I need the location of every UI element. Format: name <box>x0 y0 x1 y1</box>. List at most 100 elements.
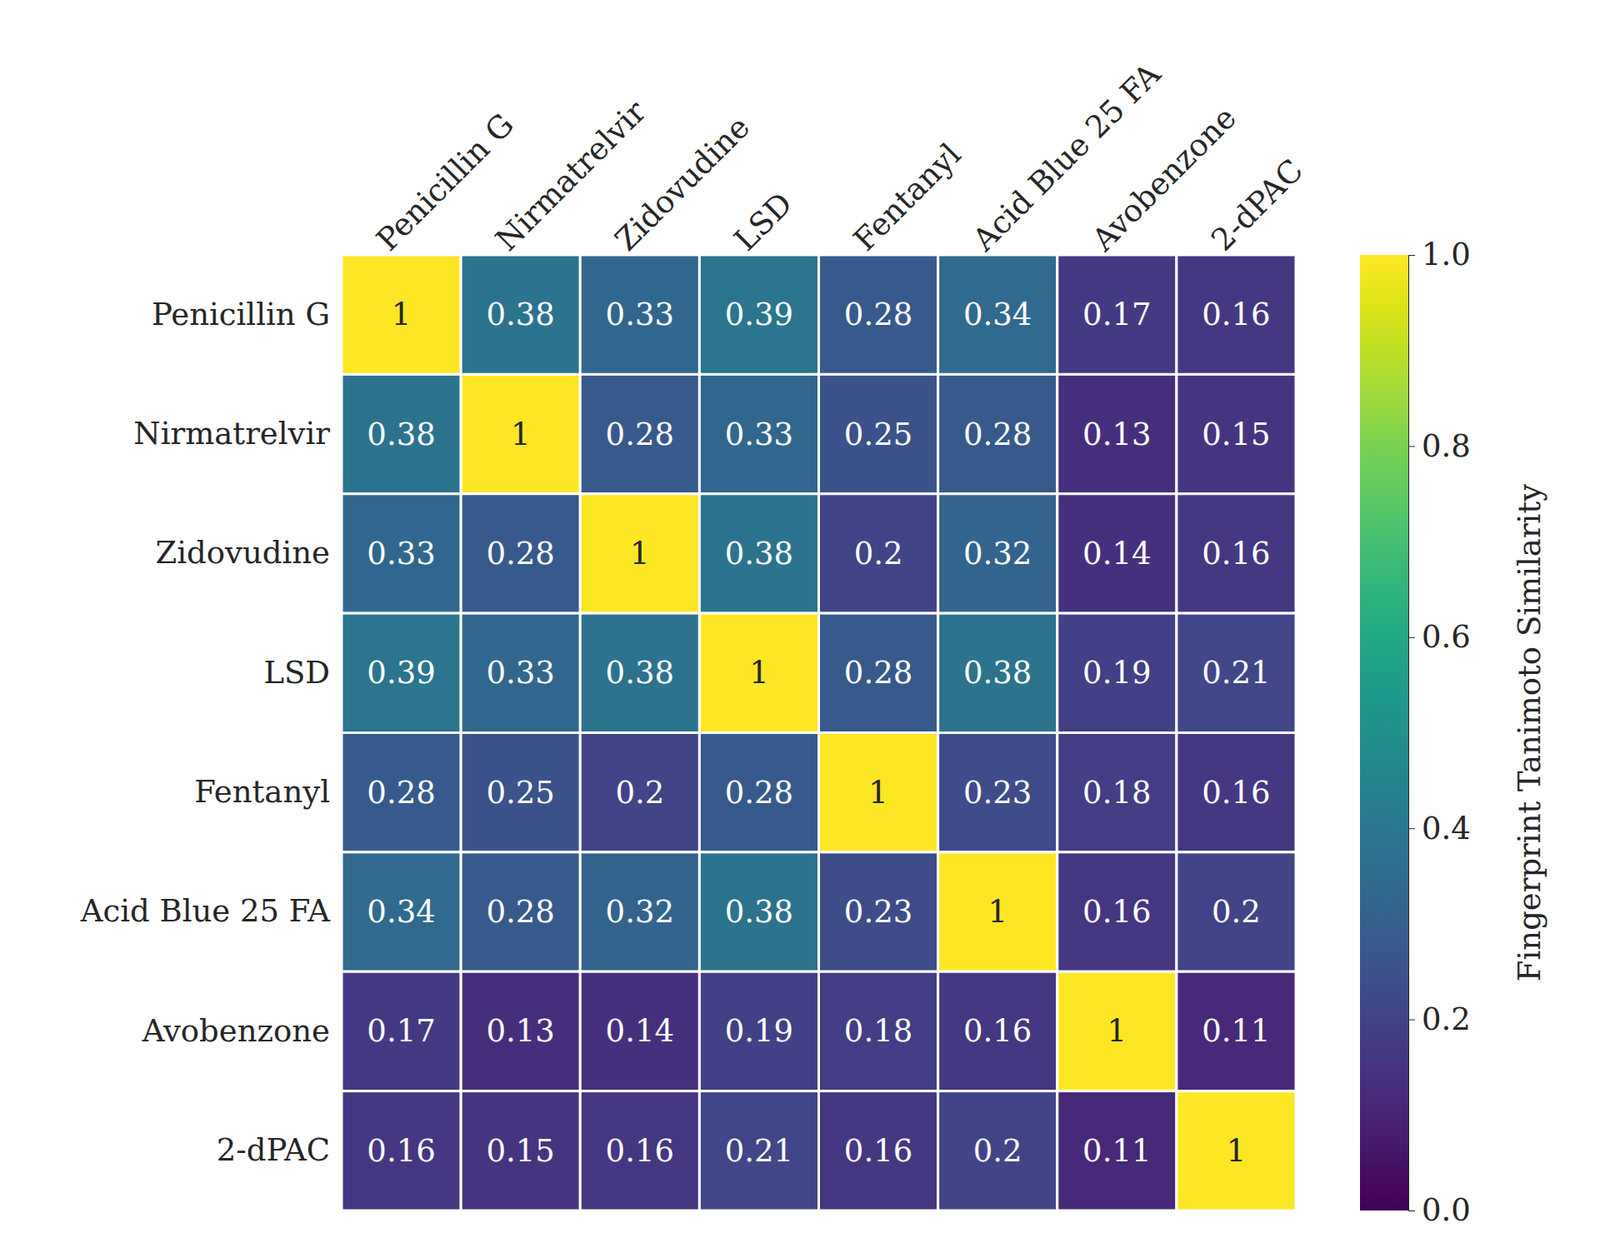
heatmap-cell <box>1057 374 1177 494</box>
tick: Zidovudine <box>155 535 342 571</box>
cell-label: 0.16 <box>963 1013 1032 1050</box>
heatmap-cell <box>1057 613 1177 733</box>
cell-label: 0.32 <box>963 535 1032 572</box>
heatmap-cell <box>341 494 461 614</box>
heatmap-cell <box>699 494 819 614</box>
chart: 10.380.330.390.280.340.170.160.3810.280.… <box>0 0 1600 1233</box>
tick-label: Zidovudine <box>155 535 330 571</box>
cell-label: 0.2 <box>973 1133 1023 1170</box>
cell-label: 0.11 <box>1082 1133 1151 1170</box>
cell-label: 0.19 <box>1082 655 1151 691</box>
heatmap-cell <box>1057 1091 1177 1211</box>
heatmap-cell <box>699 852 819 972</box>
cell-label: 0.38 <box>605 655 675 691</box>
cell-label: 0.23 <box>844 894 913 930</box>
cell-label: 0.19 <box>725 1013 794 1050</box>
tick: 0.8 <box>1408 428 1471 465</box>
tick-label: 2-dPAC <box>216 1132 330 1169</box>
cell-label: 0.16 <box>1201 535 1270 572</box>
cell-label: 1 <box>1107 1013 1128 1050</box>
cell-label: 0.11 <box>1201 1013 1270 1050</box>
cell-label: 0.13 <box>485 1013 555 1050</box>
cell-label: 0.38 <box>725 894 794 930</box>
heatmap-cell <box>819 852 939 972</box>
heatmap-cell <box>580 255 700 375</box>
heatmap-cell <box>938 255 1058 375</box>
cell-label: 0.28 <box>485 535 555 572</box>
cell-label: 0.2 <box>854 535 904 572</box>
cell-label: 0.16 <box>1201 296 1270 333</box>
heatmap-cell <box>1176 733 1296 853</box>
tick-label: Fentanyl <box>194 774 330 810</box>
tick: Avobenzone <box>141 1013 342 1050</box>
tick-label: Penicillin G <box>151 296 330 333</box>
heatmap-cell <box>699 733 819 853</box>
colorbar-label: Fingerprint Tanimoto Similarity <box>1511 484 1548 982</box>
heatmap-cell <box>1057 733 1177 853</box>
tick: Penicillin G <box>151 296 342 333</box>
axis-line <box>341 255 343 1212</box>
cell-label: 1 <box>987 894 1008 930</box>
tick-label: Fentanyl <box>846 136 969 259</box>
cell-label: 0.32 <box>605 894 675 930</box>
tick-mark <box>1408 255 1415 256</box>
tick: LSD <box>727 185 800 259</box>
cell-label: 0.25 <box>485 775 555 811</box>
tick: Nirmatrelvir <box>133 415 342 452</box>
cell-label: 1 <box>510 416 531 453</box>
tick: 2-dPAC <box>1204 152 1310 259</box>
tick-mark <box>1408 1210 1415 1212</box>
heatmap-cell <box>699 255 819 375</box>
tick-mark <box>1408 445 1415 447</box>
tick-label: LSD <box>263 655 330 691</box>
heatmap-cell <box>938 613 1058 733</box>
cell-labels: 10.380.330.390.280.340.170.160.3810.280.… <box>366 296 1270 1170</box>
heatmap-cell <box>460 1091 580 1211</box>
heatmap-cell <box>580 971 700 1091</box>
cell-label: 0.38 <box>963 655 1032 691</box>
heatmap-cell <box>938 1091 1058 1211</box>
cell-label: 0.33 <box>725 416 794 453</box>
heatmap-cell <box>341 852 461 972</box>
cell-label: 0.28 <box>485 894 555 930</box>
cell-label: 0.28 <box>366 775 435 811</box>
heatmap-cell <box>460 971 580 1091</box>
heatmap-cell <box>938 374 1058 494</box>
heatmap-cell <box>1057 255 1177 375</box>
cell-label: 0.18 <box>844 1013 913 1050</box>
cell-label: 0.28 <box>844 655 913 691</box>
heatmap-cell <box>341 255 461 375</box>
cell-label: 0.13 <box>1082 416 1151 453</box>
heatmap-cell <box>580 613 700 733</box>
cell-label: 0.23 <box>963 775 1032 811</box>
colorbar <box>1360 255 1409 1211</box>
heatmap-cell <box>938 852 1058 972</box>
heatmap-cell <box>580 374 700 494</box>
tick-mark <box>1408 828 1415 830</box>
cell-label: 0.33 <box>605 296 675 333</box>
heatmap-cell <box>819 1091 939 1211</box>
cell-label: 0.21 <box>1201 655 1270 691</box>
heatmap-cell <box>341 733 461 853</box>
heatmap-cell <box>1176 1091 1296 1211</box>
tick: LSD <box>263 655 342 691</box>
heatmap-cell <box>1176 494 1296 614</box>
cell-label: 0.38 <box>366 416 435 453</box>
heatmap-cell <box>460 613 580 733</box>
cell-label: 0.15 <box>1201 416 1270 453</box>
tick: 0.6 <box>1408 619 1471 655</box>
tick-label: 1.0 <box>1421 236 1471 273</box>
heatmap-cell <box>1057 971 1177 1091</box>
heatmap-cell <box>1176 255 1296 375</box>
axis-line <box>342 255 1297 256</box>
heatmap-cell <box>938 494 1058 614</box>
heatmap-cell <box>1176 374 1296 494</box>
tick: Fentanyl <box>846 136 969 259</box>
heatmap-cell <box>938 733 1058 853</box>
heatmap-cell <box>699 374 819 494</box>
x-axis: Penicillin GNirmatrelvirZidovudineLSDFen… <box>342 55 1311 260</box>
cell-label: 0.2 <box>1211 894 1261 930</box>
heatmap-cell <box>460 255 580 375</box>
cell-label: 0.39 <box>366 655 435 691</box>
cell-label: 0.38 <box>485 296 555 333</box>
